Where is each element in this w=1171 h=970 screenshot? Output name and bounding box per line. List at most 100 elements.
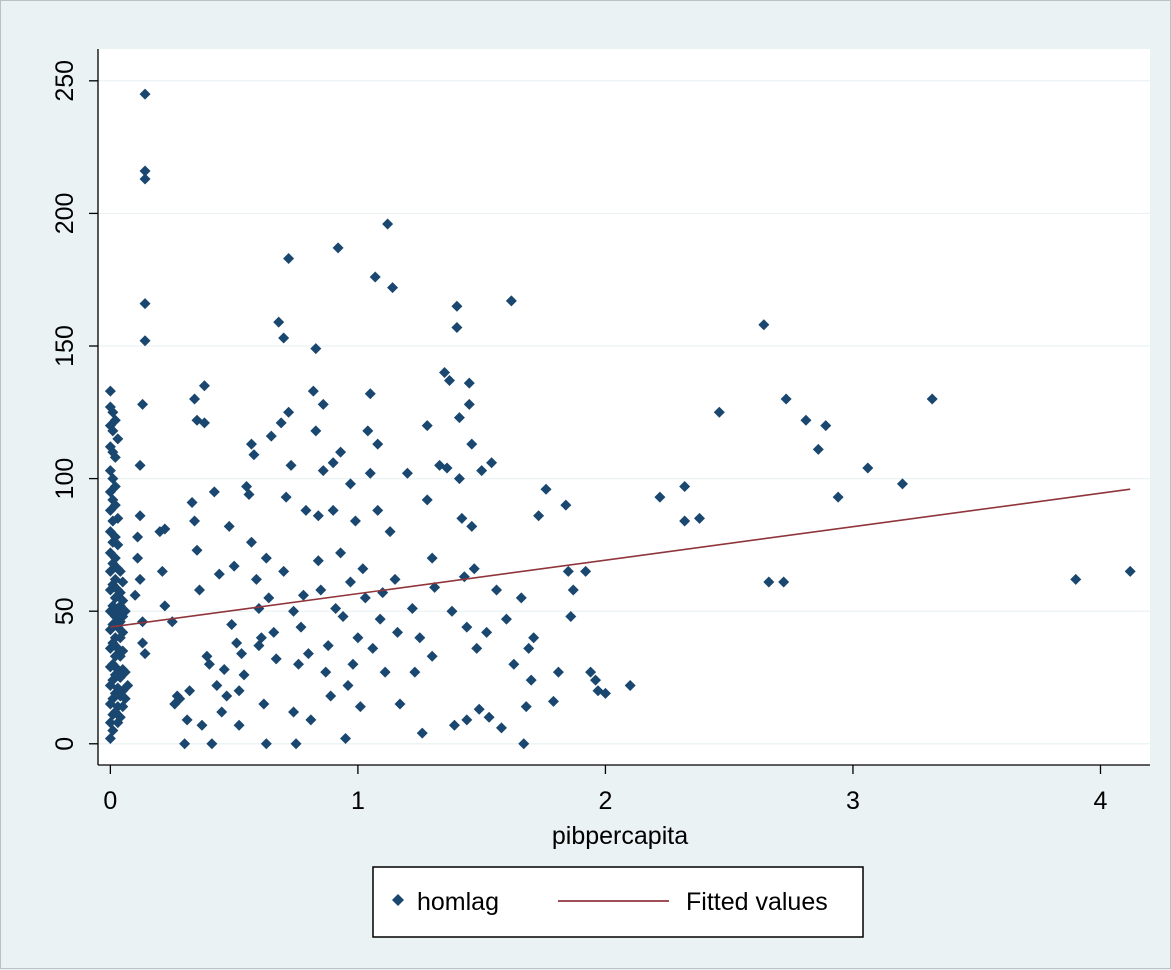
scatter-point <box>453 473 465 485</box>
scatter-point <box>159 523 171 535</box>
scatter-point <box>307 385 319 397</box>
scatter-point <box>302 648 314 660</box>
y-tick-label: 200 <box>51 193 79 235</box>
scatter-point <box>451 321 463 333</box>
scatter-point <box>317 465 329 477</box>
scatter-point <box>156 565 168 577</box>
scatter-point <box>218 664 230 676</box>
scatter-point <box>500 613 512 625</box>
scatter-point <box>191 544 203 556</box>
scatter-point <box>585 666 597 678</box>
plot-area <box>98 49 1150 765</box>
scatter-point <box>389 573 401 585</box>
scatter-point <box>409 666 421 678</box>
scatter-point <box>374 613 386 625</box>
y-tick-label: 0 <box>51 737 79 751</box>
scatter-point <box>758 319 770 331</box>
scatter-point <box>305 714 317 726</box>
y-axis: 0 50 100 150 200 250 <box>51 49 99 765</box>
scatter-point <box>119 605 131 617</box>
scatter-point <box>208 486 220 498</box>
scatter-series-homlag <box>104 88 1136 750</box>
scatter-point <box>347 658 359 670</box>
scatter-point <box>278 565 290 577</box>
scatter-point <box>367 642 379 654</box>
scatter-point <box>473 703 485 715</box>
scatter-point <box>491 584 503 596</box>
scatter-point <box>270 653 282 665</box>
scatter-point <box>364 388 376 400</box>
x-tick-label: 1 <box>351 787 365 815</box>
scatter-point <box>330 603 342 615</box>
scatter-point <box>439 367 451 379</box>
scatter-point <box>560 499 572 511</box>
scatter-point <box>528 632 540 644</box>
scatter-point <box>332 242 344 254</box>
scatter-point <box>228 560 240 572</box>
scatter-point <box>1124 565 1136 577</box>
scatter-point <box>713 406 725 418</box>
scatter-point <box>119 693 131 705</box>
scatter-point <box>421 420 433 432</box>
scatter-point <box>248 449 260 461</box>
scatter-point <box>344 478 356 490</box>
scatter-point <box>372 504 384 516</box>
scatter-point <box>508 658 520 670</box>
scatter-point <box>109 481 121 493</box>
scatter-point <box>283 406 295 418</box>
scatter-point <box>310 343 322 355</box>
scatter-point <box>275 417 287 429</box>
scatter-point <box>567 584 579 596</box>
scatter-point <box>139 88 151 100</box>
scatter-point <box>763 576 775 588</box>
scatter-point <box>260 552 272 564</box>
scatter-point <box>139 648 151 660</box>
scatter-point <box>280 491 292 503</box>
scatter-point <box>1070 573 1082 585</box>
scatter-point <box>189 515 201 527</box>
scatter-point <box>327 504 339 516</box>
scatter-point <box>184 685 196 697</box>
scatter-point <box>236 648 248 660</box>
scatter-point <box>119 666 131 678</box>
scatter-point <box>312 555 324 567</box>
scatter-point <box>414 632 426 644</box>
scatter-point <box>109 499 121 511</box>
scatter-point <box>223 520 235 532</box>
scatter-point <box>565 610 577 622</box>
scatter-point <box>552 666 564 678</box>
y-tick-label: 50 <box>51 597 79 625</box>
scatter-point <box>416 727 428 739</box>
scatter-point <box>466 438 478 450</box>
y-tick-label: 100 <box>51 458 79 500</box>
scatter-point <box>243 489 255 501</box>
scatter-point <box>337 610 349 622</box>
scatter-point <box>505 295 517 307</box>
scatter-point <box>540 483 552 495</box>
scatter-point <box>288 605 300 617</box>
scatter-point <box>448 719 460 731</box>
scatter-point <box>265 430 277 442</box>
scatter-point <box>288 706 300 718</box>
scatter-point <box>186 496 198 508</box>
scatter-point <box>263 592 275 604</box>
scatter-point <box>295 621 307 633</box>
scatter-point <box>132 552 144 564</box>
scatter-point <box>181 714 193 726</box>
scatter-point <box>426 552 438 564</box>
scatter-point <box>461 714 473 726</box>
scatter-point <box>463 398 475 410</box>
scatter-point <box>495 722 507 734</box>
scatter-point <box>231 637 243 649</box>
scatter-point <box>466 520 478 532</box>
scatter-point <box>196 719 208 731</box>
scatter-point <box>364 467 376 479</box>
fitted-line-series <box>110 488 1131 628</box>
scatter-point <box>226 618 238 630</box>
scatter-point <box>114 565 126 577</box>
scatter-point <box>354 701 366 713</box>
scatter-point <box>109 414 121 426</box>
scatter-point <box>137 637 149 649</box>
scatter-point <box>134 510 146 522</box>
scatter-point <box>421 494 433 506</box>
